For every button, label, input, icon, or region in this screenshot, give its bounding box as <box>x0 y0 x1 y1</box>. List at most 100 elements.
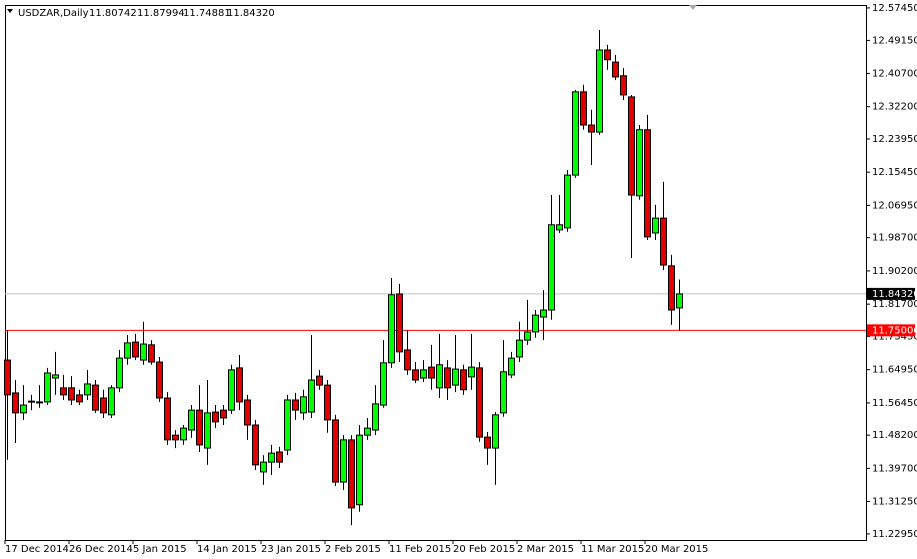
candle-body <box>92 384 99 411</box>
x-tick-label: 2 Mar 2015 <box>517 544 574 555</box>
candle-body <box>100 397 107 414</box>
candle-body <box>140 343 147 361</box>
x-tick-label: 11 Feb 2015 <box>389 544 451 555</box>
candle-body <box>484 436 491 449</box>
candle-body <box>220 409 227 419</box>
price-label: 11.84320 <box>872 289 917 300</box>
candle-body <box>500 371 507 414</box>
candle-body <box>380 362 387 406</box>
candle-body <box>28 400 35 403</box>
candle-body <box>52 374 59 379</box>
candle-body <box>588 124 595 133</box>
candle-body <box>492 414 499 449</box>
menu-triangle <box>7 9 13 13</box>
candle-body <box>36 401 43 404</box>
candle-body <box>260 461 267 473</box>
candle-body <box>460 369 467 391</box>
y-tick-label: 11.90200 <box>872 266 917 277</box>
candle-body <box>580 91 587 126</box>
candle-body <box>524 331 531 341</box>
candle-body <box>508 357 515 376</box>
candle-body <box>180 427 187 441</box>
candle-body <box>596 49 603 133</box>
plot-frame <box>5 5 867 541</box>
y-tick-label: 11.64950 <box>872 365 917 376</box>
candle-body <box>308 379 315 413</box>
x-tick-label: 20 Feb 2015 <box>453 544 515 555</box>
header-value: 11.87994 <box>137 8 185 19</box>
candle-body <box>364 427 371 436</box>
y-tick-label: 11.73450 <box>872 331 917 342</box>
candle-body <box>628 96 635 196</box>
candle-body <box>396 293 403 353</box>
y-tick-label: 11.22950 <box>872 529 917 540</box>
candle-body <box>556 224 563 231</box>
x-tick-label: 5 Jan 2015 <box>133 544 187 555</box>
x-tick-label: 23 Jan 2015 <box>261 544 321 555</box>
candle-body <box>60 387 67 396</box>
y-tick-label: 11.39700 <box>872 463 917 474</box>
candle-body <box>164 397 171 441</box>
y-tick-label: 12.57450 <box>872 3 917 14</box>
y-tick-label: 12.23950 <box>872 134 917 145</box>
candle-body <box>668 265 675 311</box>
candle-body <box>572 91 579 176</box>
y-tick-label: 11.56450 <box>872 398 917 409</box>
chart-title: USDZAR,Daily <box>18 8 89 19</box>
price-label-box <box>867 324 915 337</box>
candle-body <box>20 404 27 414</box>
candle-body <box>116 357 123 389</box>
candle-body <box>412 369 419 381</box>
x-tick-label: 2 Feb 2015 <box>325 544 381 555</box>
x-tick-label: 14 Jan 2015 <box>197 544 257 555</box>
candle-body <box>356 434 363 506</box>
candle-body <box>156 361 163 399</box>
candle-body <box>292 399 299 411</box>
candle-body <box>340 439 347 483</box>
candle-body <box>276 451 283 463</box>
y-tick-label: 12.15450 <box>872 167 917 178</box>
candle-body <box>404 349 411 371</box>
candle-body <box>84 383 91 396</box>
y-tick-label: 11.98700 <box>872 233 917 244</box>
candle-body <box>252 424 259 466</box>
candle-body <box>132 341 139 358</box>
candle-body <box>564 174 571 229</box>
candle-body <box>388 294 395 364</box>
x-tick-label: 20 Mar 2015 <box>645 544 708 555</box>
x-tick-label: 26 Dec 2014 <box>69 544 133 555</box>
candle-body <box>620 75 627 96</box>
y-tick-label: 12.49150 <box>872 35 917 46</box>
header-value: 11.84320 <box>227 8 275 19</box>
candle-body <box>108 387 115 416</box>
candle-body <box>324 384 331 421</box>
candle-body <box>204 412 211 449</box>
candle-body <box>332 419 339 483</box>
candle-body <box>612 61 619 78</box>
candle-body <box>644 129 651 238</box>
candle-body <box>4 359 11 396</box>
candle-body <box>268 452 275 463</box>
header-value: 11.80742 <box>89 8 137 19</box>
candle-body <box>172 434 179 441</box>
price-label-box <box>867 287 915 300</box>
header-value: 11.74881 <box>183 8 231 19</box>
candle-body <box>76 394 83 403</box>
candle-body <box>540 309 547 318</box>
candle-body <box>196 409 203 446</box>
y-tick-label: 12.32200 <box>872 102 917 113</box>
candle-body <box>244 399 251 426</box>
shift-marker <box>689 5 697 10</box>
candle-body <box>316 375 323 386</box>
candle-body <box>300 396 307 414</box>
candle-body <box>348 439 355 509</box>
candle-body <box>468 366 475 378</box>
candle-body <box>532 314 539 333</box>
candle-body <box>476 367 483 438</box>
candle-body <box>236 367 243 403</box>
candle-body <box>428 366 435 379</box>
candle-body <box>124 342 131 359</box>
candle-body <box>420 369 427 379</box>
